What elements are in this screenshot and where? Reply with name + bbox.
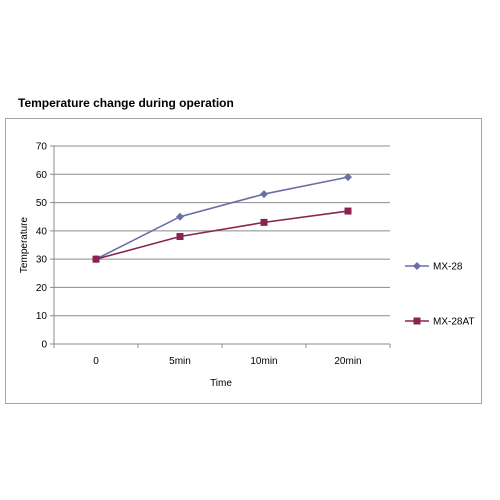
x-tick-label: 0 [93,356,99,367]
axes [50,145,391,348]
x-tick-labels: 0 5min 10min 20min [93,356,361,367]
chart-frame [5,118,482,404]
data-point-mx-28 [176,212,184,221]
series-line-mx-28at [95,210,349,260]
x-tick-label: 10min [250,356,277,367]
legend-marker [413,262,421,270]
legend-label: MX-28AT [433,317,475,328]
chart-title: Temperature change during operation [18,96,234,110]
y-tick-labels: 0 10 20 30 40 50 60 70 [36,142,48,351]
y-tick-label: 50 [36,198,48,209]
x-axis-label: Time [210,378,232,389]
data-point-mx-28at [92,255,100,263]
y-axis-label: Temperature [19,216,30,273]
data-point-mx-28 [344,173,352,182]
y-tick-label: 30 [36,255,48,266]
series-group [92,173,352,264]
y-tick-label: 20 [36,283,48,294]
y-tick-label: 10 [36,311,48,322]
y-tick-label: 60 [36,170,48,181]
grid-lines [54,145,390,317]
y-tick-label: 0 [41,340,47,351]
legend: MX-28 MX-28AT [405,262,475,328]
data-point-mx-28at [344,207,352,215]
y-tick-label: 40 [36,226,48,237]
x-tick-label: 5min [169,356,191,367]
legend-marker [413,317,421,325]
y-tick-label: 70 [36,142,48,153]
legend-label: MX-28 [433,262,463,273]
data-point-mx-28 [260,190,268,199]
data-point-mx-28at [176,233,184,241]
x-tick-label: 20min [334,356,361,367]
data-point-mx-28at [260,218,268,226]
series-line-mx-28 [95,176,349,260]
